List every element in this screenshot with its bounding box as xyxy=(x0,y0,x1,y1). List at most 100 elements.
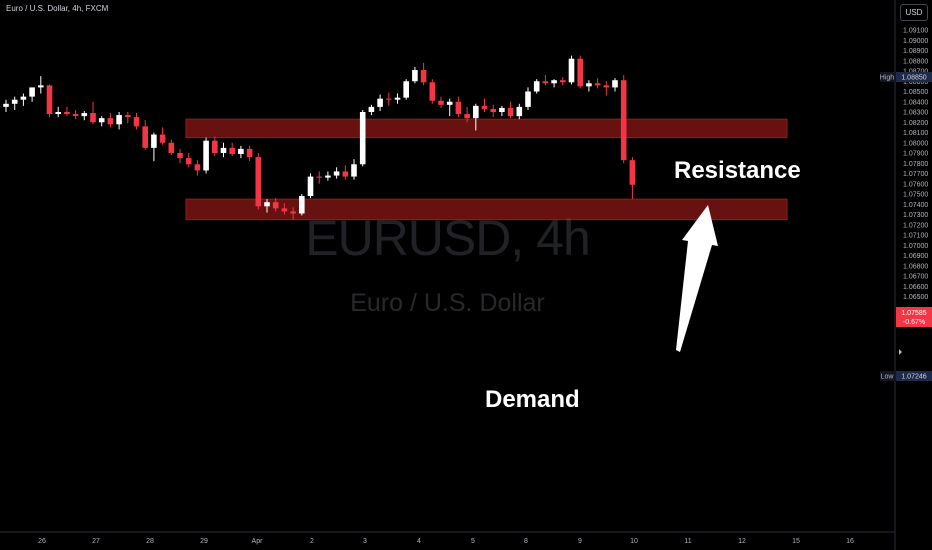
chart-title: Euro / U.S. Dollar, 4h, FXCM xyxy=(6,4,109,13)
candle-body xyxy=(568,58,575,83)
price-tick-label: 1.08400 xyxy=(903,99,928,106)
demand-zone xyxy=(185,198,788,221)
candle-body xyxy=(246,148,253,158)
candle-body xyxy=(107,118,114,125)
candle-body xyxy=(612,80,618,88)
candle-body xyxy=(81,113,88,117)
last-price-change: -0.67% xyxy=(903,319,925,326)
candle-body xyxy=(255,157,262,207)
candle-body xyxy=(29,87,35,97)
candle-body xyxy=(594,83,601,86)
candle-body xyxy=(455,101,462,115)
candle-body xyxy=(116,115,122,125)
high-badge-value: 1.08850 xyxy=(901,75,926,82)
candles-layer xyxy=(3,55,636,220)
candle-body xyxy=(142,126,148,148)
time-tick-label: 29 xyxy=(200,538,208,545)
candle-body xyxy=(533,81,540,92)
price-tick-label: 1.06800 xyxy=(903,263,928,270)
candle-body xyxy=(264,202,270,207)
candle-body xyxy=(603,85,610,88)
time-tick-label: 8 xyxy=(524,538,528,545)
candle-body xyxy=(351,164,357,177)
time-tick-label: 27 xyxy=(92,538,100,545)
candle-body xyxy=(238,148,244,155)
price-tick-label: 1.09000 xyxy=(903,38,928,45)
price-tick-label: 1.07100 xyxy=(903,233,928,240)
price-tick-label: 1.07400 xyxy=(903,202,928,209)
arrow-layer xyxy=(676,205,718,352)
time-axis[interactable]: 26 27 28 29 Apr 2 3 4 5 8 9 10 11 12 15 16 xyxy=(38,538,854,545)
candle-body xyxy=(185,158,192,165)
time-tick-label: 4 xyxy=(417,538,421,545)
candle-body xyxy=(342,171,349,177)
candle-body xyxy=(229,147,235,155)
price-tick-label: 1.07800 xyxy=(903,161,928,168)
price-badges: High 1.08850 1.07585 -0.67% Low 1.07246 xyxy=(880,72,932,381)
candle-body xyxy=(281,208,288,212)
candle-body xyxy=(307,176,314,197)
candle-body xyxy=(586,83,592,87)
low-badge: Low 1.07246 xyxy=(880,371,932,381)
price-tick-label: 1.08000 xyxy=(903,140,928,147)
watermark-name: Euro / U.S. Dollar xyxy=(350,289,545,317)
price-tick-label: 1.06600 xyxy=(903,284,928,291)
candle-body xyxy=(516,106,523,117)
candle-body xyxy=(629,160,636,185)
candle-body xyxy=(620,80,627,161)
candle-body xyxy=(272,202,279,209)
candle-body xyxy=(394,97,401,100)
candle-body xyxy=(194,164,201,171)
price-tick-label: 1.07200 xyxy=(903,222,928,229)
watermark-symbol: EURUSD, 4h xyxy=(305,210,591,266)
candle-body xyxy=(299,196,305,214)
candle-body xyxy=(446,101,453,105)
candle-body xyxy=(212,140,218,153)
currency-button[interactable]: USD xyxy=(900,4,928,21)
up-arrow-icon xyxy=(676,205,718,352)
candle-body xyxy=(64,112,70,115)
candle-body xyxy=(464,114,470,119)
price-tick-label: 1.06700 xyxy=(903,274,928,281)
candle-body xyxy=(577,58,583,87)
candle-body xyxy=(133,117,140,127)
candle-body xyxy=(168,142,175,153)
candle-body xyxy=(429,82,436,101)
candle-body xyxy=(151,134,157,148)
time-tick-label: 9 xyxy=(578,538,582,545)
price-tick-label: 1.09100 xyxy=(903,28,928,35)
candle-body xyxy=(542,81,549,84)
candle-body xyxy=(403,81,409,98)
candle-body xyxy=(507,107,514,117)
candle-body xyxy=(72,114,79,117)
high-badge-tag: High xyxy=(880,75,895,82)
price-tick-label: 1.07500 xyxy=(903,192,928,199)
candle-body xyxy=(316,176,322,178)
price-tick-label: 1.07000 xyxy=(903,243,928,250)
time-tick-label: 12 xyxy=(738,538,746,545)
price-tick-label: 1.08900 xyxy=(903,48,928,55)
candle-body xyxy=(98,118,105,123)
price-axis[interactable]: 1.091001.090001.089001.088001.087001.086… xyxy=(903,28,928,302)
zones-layer xyxy=(185,118,788,221)
price-tick-label: 1.07900 xyxy=(903,151,928,158)
last-price-badge: 1.07585 -0.67% xyxy=(896,307,932,327)
time-tick-label: 5 xyxy=(471,538,475,545)
candle-body xyxy=(377,98,383,107)
price-tick-label: 1.08600 xyxy=(903,79,928,86)
price-tick-label: 1.08500 xyxy=(903,89,928,96)
candle-body xyxy=(499,107,505,112)
price-tick-label: 1.08800 xyxy=(903,58,928,65)
time-tick-label: 28 xyxy=(146,538,154,545)
candle-body xyxy=(368,106,375,112)
candle-body xyxy=(11,99,18,104)
candle-body xyxy=(473,105,479,119)
candle-body xyxy=(220,147,227,153)
candle-body xyxy=(386,98,392,100)
candle-body xyxy=(203,140,209,171)
resistance-zone xyxy=(185,118,788,139)
resistance-label: Resistance xyxy=(674,157,801,184)
candle-body xyxy=(481,105,488,109)
